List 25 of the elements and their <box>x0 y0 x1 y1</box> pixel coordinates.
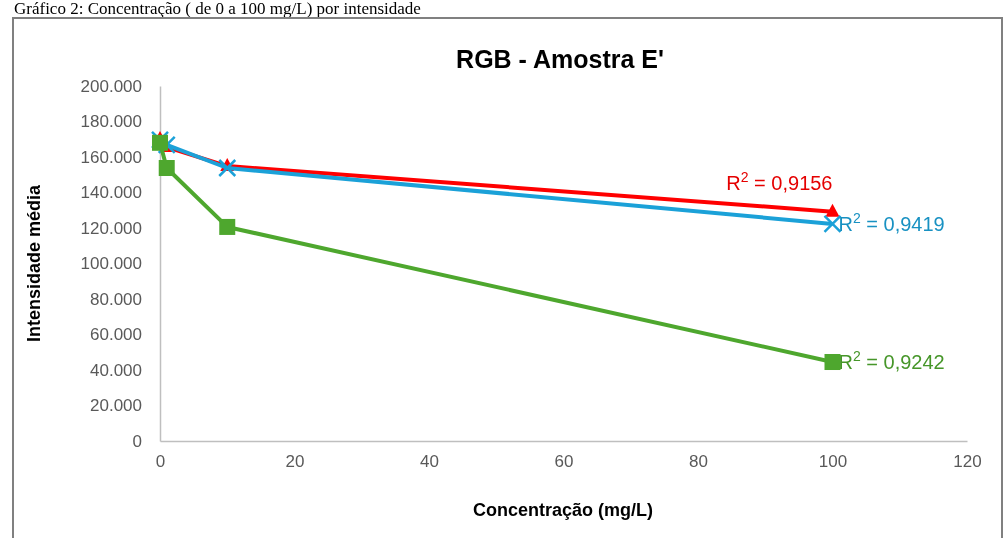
y-tick-label: 60.000 <box>90 325 142 345</box>
y-axis-title: Intensidade média <box>24 183 44 343</box>
x-tick-label: 20 <box>285 452 305 472</box>
y-tick-label: 140.000 <box>80 183 142 203</box>
x-axis-title: Concentração (mg/L) <box>472 500 654 520</box>
y-tick-label: 40.000 <box>90 360 142 380</box>
x-tick-label: 60 <box>554 452 574 472</box>
annotation: R$^{2}$ = 0,9156 <box>726 168 833 194</box>
y-tick-label: 100.000 <box>80 254 142 274</box>
y-tick-label: 200.000 <box>80 76 142 96</box>
x-tick-label: 0 <box>155 452 166 472</box>
x-tick-label: 120 <box>953 452 982 472</box>
annotation: R$^{2}$ = 0,9242 <box>838 348 945 374</box>
y-tick-label: 120.000 <box>80 218 142 238</box>
annotation: R$^{2}$ = 0,9419 <box>838 209 945 235</box>
x-tick-label: 80 <box>689 452 708 472</box>
x-tick-label: 40 <box>420 452 439 472</box>
x-tick-label: 100 <box>818 452 848 472</box>
y-tick-label: 0 <box>132 431 142 451</box>
y-tick-label: 20.000 <box>90 396 142 416</box>
y-tick-label: 80.000 <box>90 289 142 309</box>
y-tick-label: 180.000 <box>80 112 142 132</box>
chart-title: RGB - Amostra E' <box>456 45 664 73</box>
y-tick-label: 160.000 <box>80 147 142 167</box>
chart-subtitle: Gráfico 2: Concentração ( de 0 a 100 mg/L) por intensidade <box>14 0 421 18</box>
